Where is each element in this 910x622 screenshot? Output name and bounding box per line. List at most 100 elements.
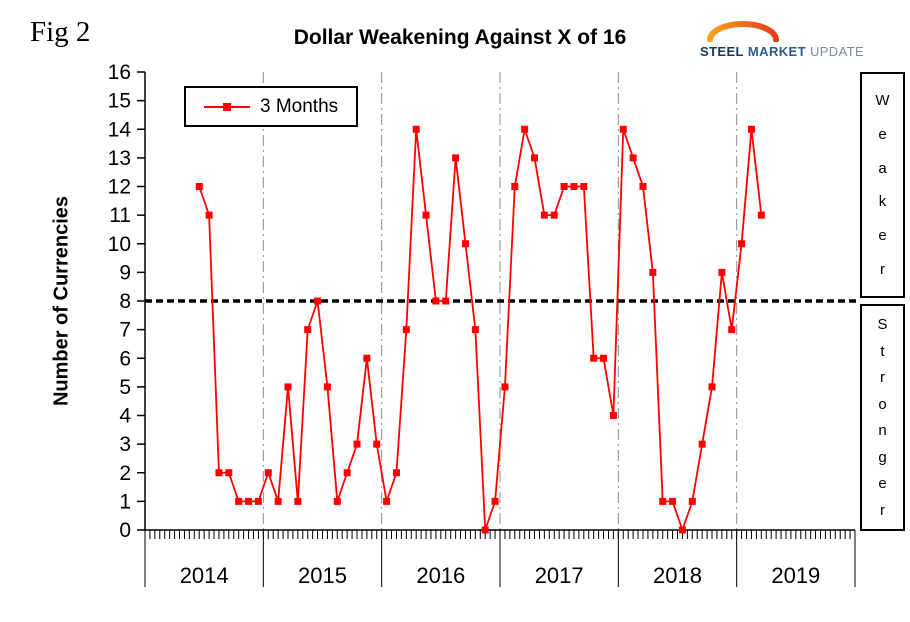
data-point-marker	[323, 383, 331, 391]
data-point-marker	[452, 154, 460, 162]
logo-swoosh-icon	[707, 21, 779, 42]
vertical-letter: k	[878, 193, 887, 211]
y-tick-label: 6	[119, 347, 131, 370]
data-point-marker	[392, 469, 400, 477]
data-point-marker	[550, 211, 558, 219]
vertical-letter: a	[878, 159, 887, 177]
data-point-marker	[304, 326, 312, 334]
data-point-marker	[688, 497, 696, 505]
y-tick-label: 14	[108, 118, 132, 141]
vertical-letter: g	[878, 448, 887, 466]
data-point-marker	[195, 183, 203, 190]
data-point-marker	[698, 440, 706, 448]
smu-logo: STEEL MARKET UPDATE	[700, 20, 870, 62]
data-point-marker	[412, 125, 420, 133]
vertical-letter: e	[878, 475, 887, 493]
data-point-marker	[205, 211, 213, 219]
data-point-marker	[383, 497, 391, 505]
vertical-letter: e	[878, 227, 887, 245]
legend-label: 3 Months	[260, 95, 339, 117]
y-tick-label: 3	[119, 433, 131, 456]
data-point-marker	[747, 125, 755, 133]
y-tick-label: 0	[119, 519, 131, 542]
data-point-marker	[284, 383, 292, 391]
data-point-marker	[333, 497, 341, 505]
y-tick-label: 5	[119, 376, 131, 399]
data-point-marker	[619, 125, 627, 133]
data-point-marker	[363, 354, 371, 362]
year-label: 2015	[298, 563, 347, 588]
y-tick-label: 4	[119, 405, 131, 428]
vertical-letter: r	[880, 501, 885, 519]
year-label: 2018	[653, 563, 702, 588]
data-point-marker	[708, 383, 716, 391]
data-point-marker	[639, 183, 647, 190]
data-point-marker	[738, 240, 746, 248]
data-point-marker	[659, 497, 667, 505]
data-point-marker	[629, 154, 637, 162]
data-point-marker	[225, 469, 233, 477]
data-point-marker	[254, 497, 262, 505]
data-point-marker	[540, 211, 548, 219]
year-label: 2019	[771, 563, 820, 588]
y-tick-label: 9	[119, 261, 131, 284]
data-point-marker	[669, 497, 677, 505]
data-point-marker	[580, 183, 588, 190]
year-label: 2017	[535, 563, 584, 588]
data-point-marker	[422, 211, 430, 219]
data-point-marker	[501, 383, 509, 391]
data-point-marker	[481, 526, 489, 534]
data-point-marker	[461, 240, 469, 248]
data-point-marker	[560, 183, 568, 190]
data-point-marker	[343, 469, 351, 477]
data-point-marker	[274, 497, 282, 505]
logo-text: STEEL MARKET UPDATE	[700, 44, 864, 59]
y-tick-label: 1	[119, 490, 131, 513]
data-point-marker	[511, 183, 519, 190]
y-tick-label: 11	[109, 204, 131, 227]
series-line	[198, 128, 763, 533]
data-point-marker	[314, 297, 322, 305]
logo-market-text: MARKET	[747, 44, 806, 59]
data-point-marker	[757, 211, 765, 219]
data-point-marker	[609, 412, 617, 419]
year-label: 2014	[180, 563, 229, 588]
y-tick-label: 8	[119, 290, 131, 313]
y-tick-label: 7	[119, 319, 131, 342]
data-point-marker	[600, 354, 608, 362]
y-tick-label: 12	[108, 176, 131, 199]
y-tick-label: 15	[108, 90, 131, 113]
y-tick-label: 10	[108, 233, 131, 256]
data-point-marker	[402, 326, 410, 334]
data-point-marker	[491, 497, 499, 505]
vertical-letter: o	[878, 395, 887, 413]
vertical-letter: e	[878, 125, 887, 143]
vertical-letter: r	[880, 261, 885, 279]
data-point-marker	[432, 297, 440, 305]
data-point-marker	[294, 497, 302, 505]
vertical-letter: W	[875, 91, 890, 109]
chart-title: Dollar Weakening Against X of 16	[293, 26, 627, 49]
vertical-letter: r	[880, 369, 885, 387]
data-point-marker	[373, 440, 381, 448]
legend-line-marker-icon	[204, 102, 250, 111]
data-point-marker	[264, 469, 272, 477]
vertical-letter: t	[880, 342, 885, 360]
data-point-marker	[590, 354, 598, 362]
data-point-marker	[215, 469, 223, 477]
vertical-letter: n	[878, 422, 887, 440]
y-tick-label: 2	[119, 462, 131, 485]
data-point-marker	[531, 154, 539, 162]
y-tick-label: 16	[108, 61, 131, 84]
y-tick-label: 13	[108, 147, 131, 170]
data-point-marker	[678, 526, 686, 534]
data-point-marker	[353, 440, 361, 448]
logo-steel-text: STEEL	[700, 44, 744, 59]
data-point-marker	[235, 497, 243, 505]
year-label: 2016	[416, 563, 465, 588]
data-point-marker	[245, 497, 253, 505]
